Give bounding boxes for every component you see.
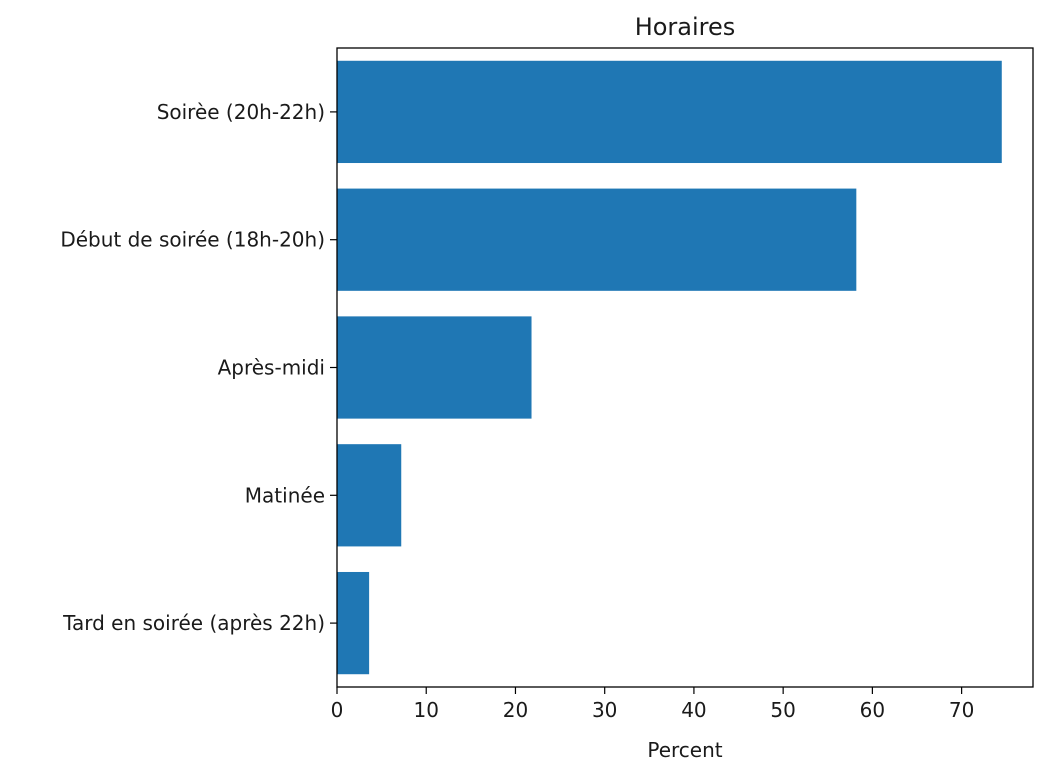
bars-group	[337, 60, 1002, 675]
chart-title: Horaires	[635, 13, 736, 41]
category-label: Soirèe (20h-22h)	[157, 100, 325, 124]
category-labels: Soirèe (20h-22h) Début de soirée (18h-20h…	[60, 100, 337, 635]
x-tick-label: 30	[592, 698, 617, 722]
x-tick-label: 70	[949, 698, 974, 722]
bar	[337, 444, 402, 547]
category-label: Matinée	[245, 483, 325, 507]
x-tick-label: 0	[331, 698, 344, 722]
category-label: Après-midi	[218, 356, 325, 380]
x-tick-label: 60	[860, 698, 885, 722]
category-label: Tard en soirée (après 22h)	[62, 611, 325, 635]
category-label: Début de soirée (18h-20h)	[60, 228, 325, 252]
x-axis-ticks: 0 10 20 30 40 50 60 70	[331, 687, 974, 722]
plot-frame	[336, 47, 1034, 688]
x-tick-label: 10	[414, 698, 439, 722]
bar	[337, 316, 532, 419]
x-axis-label: Percent	[647, 738, 722, 762]
bar	[337, 188, 857, 291]
x-tick-label: 20	[503, 698, 528, 722]
x-tick-label: 40	[681, 698, 706, 722]
bar	[337, 571, 370, 675]
x-tick-label: 50	[770, 698, 795, 722]
bar	[337, 60, 1002, 164]
